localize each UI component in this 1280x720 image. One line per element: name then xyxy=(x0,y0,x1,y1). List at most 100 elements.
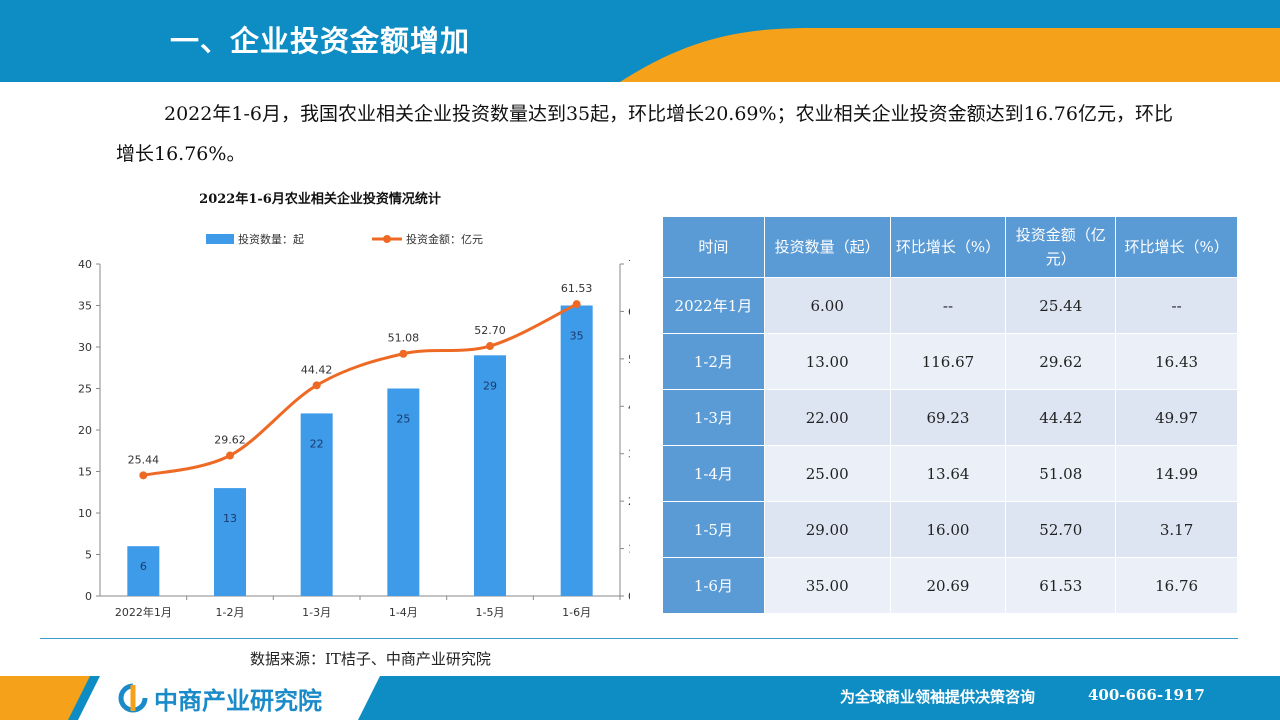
table-cell: 16.43 xyxy=(1115,333,1238,390)
header-background xyxy=(0,0,1280,82)
right-tick-label: 50 xyxy=(628,353,630,366)
table-cell: 25.00 xyxy=(763,445,891,502)
table-cell: 1-3月 xyxy=(662,389,765,446)
x-tick-label: 1-4月 xyxy=(389,606,418,619)
x-tick-label: 1-6月 xyxy=(562,606,591,619)
header-banner: 一、企业投资金额增加 xyxy=(0,0,1280,82)
line-value-label: 61.53 xyxy=(561,282,593,295)
table-cell: 116.67 xyxy=(889,333,1007,390)
data-source: 数据来源：IT桔子、中商产业研究院 xyxy=(250,650,491,668)
footer-background xyxy=(0,676,1280,720)
right-tick-label: 70 xyxy=(628,258,630,271)
logo-icon xyxy=(118,683,148,713)
table-row: 1-2月 13.00 116.67 29.62 16.43 xyxy=(662,333,1238,390)
table-cell: 44.42 xyxy=(1005,389,1117,446)
bar-value-label: 13 xyxy=(223,512,237,525)
left-tick-label: 30 xyxy=(78,341,92,354)
line-point xyxy=(399,349,408,358)
x-tick-label: 2022年1月 xyxy=(115,605,172,619)
table-header-count-growth: 环比增长（%） xyxy=(889,216,1007,278)
footer-slogan: 为全球商业领袖提供决策咨询 xyxy=(840,688,1036,706)
table-cell: 1-5月 xyxy=(662,501,765,558)
table-cell: 2022年1月 xyxy=(662,277,765,334)
page-title: 一、企业投资金额增加 xyxy=(170,24,471,58)
table-header-amount-growth: 环比增长（%） xyxy=(1115,216,1238,278)
amount-line xyxy=(142,302,578,477)
left-tick-label: 5 xyxy=(85,549,92,562)
table-row: 2022年1月 6.00 -- 25.44 -- xyxy=(662,277,1238,334)
divider xyxy=(40,638,1238,639)
line-point xyxy=(572,300,581,309)
bar-value-label: 29 xyxy=(483,379,497,392)
x-tick-label: 1-5月 xyxy=(476,606,505,619)
table-cell: 1-4月 xyxy=(662,445,765,502)
legend-line-marker xyxy=(383,235,391,243)
table-row: 1-3月 22.00 69.23 44.42 49.97 xyxy=(662,389,1238,446)
right-tick-label: 20 xyxy=(628,495,630,508)
legend-line-label: 投资金额：亿元 xyxy=(406,232,483,246)
table-cell: -- xyxy=(1115,277,1238,334)
table-cell: 51.08 xyxy=(1005,445,1117,502)
table-cell: 52.70 xyxy=(1005,501,1117,558)
right-tick-label: 60 xyxy=(628,305,630,318)
bar xyxy=(214,488,246,596)
table-header-time: 时间 xyxy=(662,216,765,278)
table-row: 1-5月 29.00 16.00 52.70 3.17 xyxy=(662,501,1238,558)
table-cell: 3.17 xyxy=(1115,501,1238,558)
line-point xyxy=(226,451,234,460)
legend-bar-label: 投资数量：起 xyxy=(238,232,304,246)
left-tick-label: 20 xyxy=(78,424,92,437)
left-tick-label: 0 xyxy=(85,590,92,603)
line-value-label: 52.70 xyxy=(474,324,506,337)
summary-text: 2022年1-6月，我国农业相关企业投资数量达到35起，环比增长20.69%；农… xyxy=(116,103,1173,165)
table-cell: 29.00 xyxy=(763,501,891,558)
table-cell: 16.00 xyxy=(889,501,1007,558)
table-cell: 49.97 xyxy=(1115,389,1238,446)
table-cell: -- xyxy=(889,277,1007,334)
right-tick-label: 40 xyxy=(628,400,630,413)
table-cell: 13.00 xyxy=(763,333,891,390)
line-point xyxy=(486,342,494,351)
legend-bar-swatch xyxy=(206,234,234,244)
table-cell: 22.00 xyxy=(763,389,891,446)
chart-title: 2022年1-6月农业相关企业投资情况统计 xyxy=(199,192,441,207)
company-logo: 中商产业研究院 xyxy=(118,680,322,716)
table-cell: 14.99 xyxy=(1115,445,1238,502)
table-header-amount: 投资金额（亿元） xyxy=(1005,216,1117,278)
right-tick-label: 0 xyxy=(628,590,630,603)
left-tick-label: 10 xyxy=(78,507,92,520)
table-cell: 61.53 xyxy=(1005,557,1117,614)
bar-value-label: 22 xyxy=(310,437,324,450)
table-cell: 20.69 xyxy=(889,557,1007,614)
table-cell: 16.76 xyxy=(1115,557,1238,614)
table-cell: 1-6月 xyxy=(662,557,765,614)
left-tick-label: 35 xyxy=(78,300,92,313)
logo-text: 中商产业研究院 xyxy=(154,686,322,715)
table-cell: 25.44 xyxy=(1005,277,1117,334)
left-tick-label: 25 xyxy=(78,383,92,396)
footer-banner xyxy=(0,676,1280,720)
table-cell: 29.62 xyxy=(1005,333,1117,390)
table-cell: 13.64 xyxy=(889,445,1007,502)
line-value-label: 51.08 xyxy=(388,332,420,345)
investment-chart: 0 5 10 15 20 25 30 35 40 0 10 20 30 40 50 60 70 6 2022年1月 1… xyxy=(78,232,630,619)
line-value-label: 25.44 xyxy=(128,453,160,466)
x-tick-label: 1-2月 xyxy=(216,606,245,619)
table-cell: 6.00 xyxy=(763,277,891,334)
table-row: 1-6月 35.00 20.69 61.53 16.76 xyxy=(662,557,1238,614)
footer-phone: 400-666-1917 xyxy=(1088,686,1205,704)
table-header-count: 投资数量（起） xyxy=(763,216,891,278)
table-header-row: 时间 投资数量（起） 环比增长（%） 投资金额（亿元） 环比增长（%） xyxy=(662,216,1238,278)
table-cell: 1-2月 xyxy=(662,333,765,390)
line-point xyxy=(312,381,321,390)
bar-value-label: 6 xyxy=(140,560,147,573)
line-value-label: 44.42 xyxy=(301,363,333,376)
bar-value-label: 25 xyxy=(396,413,410,426)
left-tick-label: 15 xyxy=(78,466,92,479)
line-point xyxy=(139,471,148,480)
left-tick-label: 40 xyxy=(78,258,92,271)
bar xyxy=(560,305,593,596)
right-tick-label: 30 xyxy=(628,448,630,461)
right-tick-label: 10 xyxy=(628,543,630,556)
table-row: 1-4月 25.00 13.64 51.08 14.99 xyxy=(662,445,1238,502)
